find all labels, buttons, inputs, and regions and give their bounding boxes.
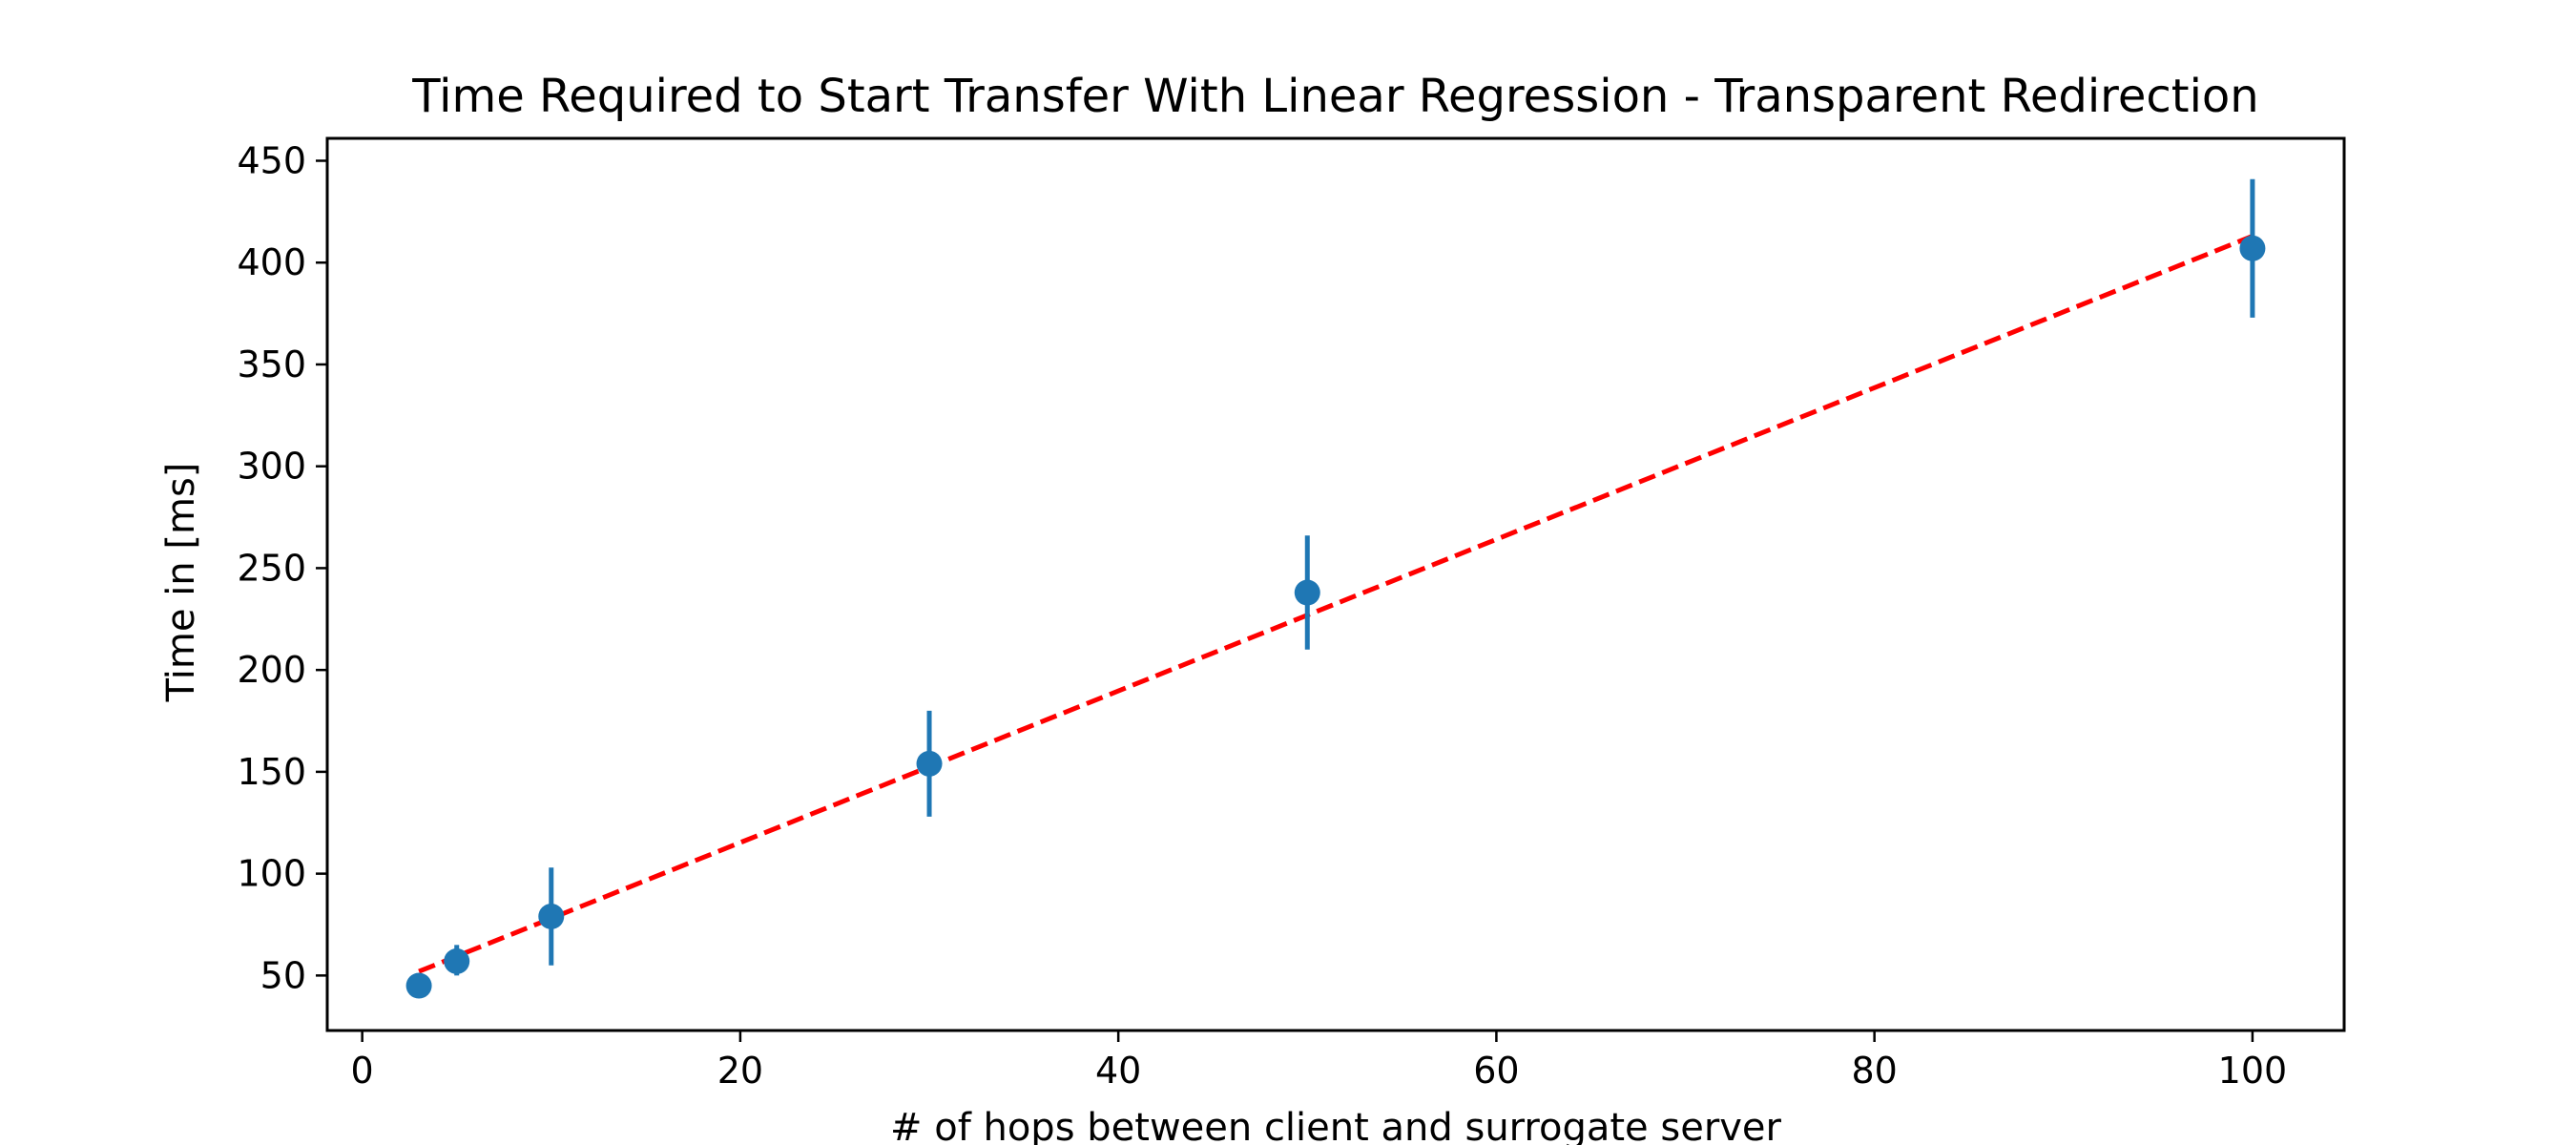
regression-line [418, 234, 2254, 974]
plot-frame [325, 136, 2346, 1032]
data-point [2239, 235, 2266, 261]
data-point [444, 947, 470, 974]
y-tick-label: 400 [237, 241, 306, 283]
y-tick-label: 250 [237, 547, 306, 589]
plot-area [405, 178, 2266, 999]
chart-title: Time Required to Start Transfer With Lin… [411, 70, 2258, 123]
y-tick-label: 350 [237, 344, 306, 385]
x-tick-label: 60 [1473, 1050, 1519, 1092]
x-axis: 0 20 40 60 80 100 [351, 1030, 2288, 1092]
y-tick-label: 150 [237, 751, 306, 793]
data-point [916, 750, 943, 777]
y-tick-label: 100 [237, 853, 306, 895]
y-tick-label: 50 [260, 954, 306, 996]
y-axis: 50 100 150 200 250 300 350 400 450 [237, 139, 327, 996]
data-point [405, 972, 432, 999]
data-point [1294, 579, 1320, 606]
x-axis-label: # of hops between client and surrogate s… [890, 1106, 1782, 1145]
x-tick-label: 0 [351, 1050, 374, 1092]
data-point [538, 903, 565, 929]
x-tick-label: 100 [2218, 1050, 2288, 1092]
x-tick-label: 80 [1851, 1050, 1897, 1092]
y-tick-label: 450 [237, 139, 306, 181]
x-tick-label: 20 [717, 1050, 763, 1092]
x-tick-label: 40 [1095, 1050, 1141, 1092]
y-tick-label: 300 [237, 446, 306, 488]
y-tick-label: 200 [237, 649, 306, 691]
y-axis-label: Time in [ms] [159, 463, 203, 703]
